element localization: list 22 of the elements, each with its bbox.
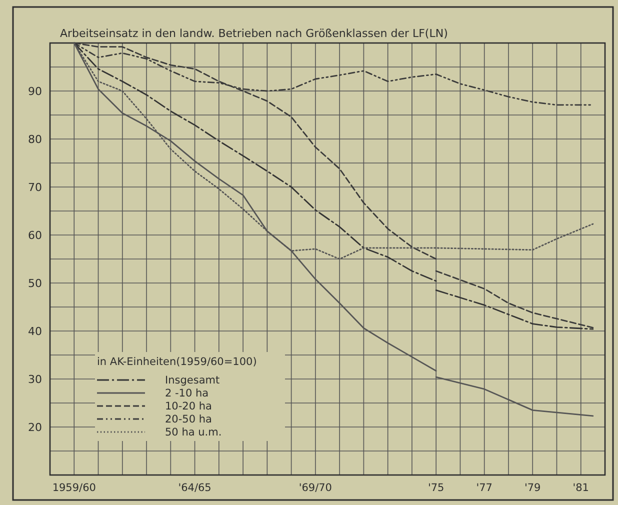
x-tick-label: '77 [476, 482, 492, 494]
y-tick-label: 80 [28, 132, 42, 146]
x-tick-label: '81 [572, 482, 589, 494]
chart-title: Arbeitseinsatz in den landw. Betrieben nach Größenklassen der LF(LN) [60, 27, 448, 40]
y-tick-label: 20 [28, 420, 42, 434]
x-tick-label: 1959/60 [52, 482, 96, 494]
legend-label: 2 -10 ha [165, 388, 209, 400]
x-tick-label: '75 [428, 482, 444, 494]
legend-title: in AK-Einheiten(1959/60=100) [97, 356, 257, 368]
x-tick-label: '69/70 [298, 482, 332, 494]
x-tick-label: '64/65 [178, 482, 212, 494]
legend-label: 50 ha u.m. [165, 426, 222, 439]
y-tick-label: 50 [28, 276, 42, 290]
x-tick-label: '79 [524, 482, 541, 494]
legend-label: 10-20 ha [165, 400, 212, 413]
y-tick-label: 30 [28, 372, 42, 386]
y-tick-label: 90 [28, 84, 42, 98]
y-tick-label: 60 [28, 228, 42, 242]
y-tick-label: 40 [28, 324, 42, 338]
legend-label: Insgesamt [165, 374, 220, 387]
y-tick-label: 70 [28, 180, 42, 194]
legend-label: 20-50 ha [165, 414, 212, 426]
